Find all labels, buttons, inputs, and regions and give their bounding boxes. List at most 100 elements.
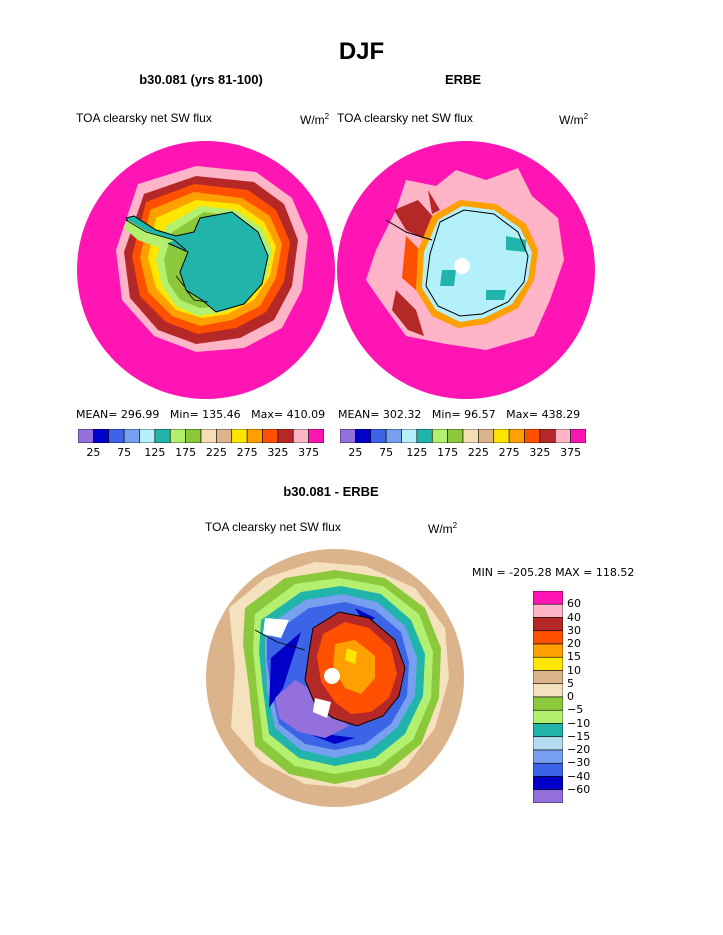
- diff-colorbar-swatch-6: [533, 670, 563, 685]
- diff-minmax: MIN = -205.28 MAX = 118.52: [472, 566, 635, 579]
- obs-colorbar-swatch-2: [370, 429, 387, 443]
- obs-colorbar-swatch-11: [508, 429, 525, 443]
- model-units: W/m2: [300, 112, 330, 127]
- diff-band-purple: [275, 680, 349, 738]
- obs-stats: MEAN= 302.32 Min= 96.57 Max= 438.29: [338, 408, 581, 421]
- obs-colorbar-tick-label: 225: [467, 446, 489, 459]
- obs-colorbar-swatch-1: [355, 429, 372, 443]
- diff-units: W/m2: [428, 521, 458, 536]
- diff-white-patches: [263, 618, 331, 718]
- obs-colorbar-swatch-3: [385, 429, 402, 443]
- obs-colorbar-swatch-14: [554, 429, 571, 443]
- model-colorbar-swatch-3: [123, 429, 140, 443]
- model-polar-map: [77, 141, 335, 399]
- diff-band-orange: [333, 640, 375, 694]
- diff-colorbar-tick-label: 15: [567, 650, 581, 664]
- obs-coastline: [385, 209, 529, 317]
- model-variable-label: TOA clearsky net SW flux: [76, 111, 212, 125]
- obs-colorbar-swatch-13: [539, 429, 556, 443]
- diff-colorbar-swatch-4: [533, 643, 563, 658]
- model-colorbar-tick-label: 225: [205, 446, 227, 459]
- diff-polar-map: [206, 549, 464, 807]
- obs-band-teal: [440, 236, 526, 300]
- diff-colorbar-swatch-14: [533, 776, 563, 791]
- obs-variable-label: TOA clearsky net SW flux: [337, 111, 473, 125]
- model-colorbar-swatch-6: [169, 429, 186, 443]
- diff-colorbar-tick-label: 10: [567, 663, 581, 677]
- diff-colorbar-swatch-11: [533, 736, 563, 751]
- obs-colorbar-tick-label: 325: [529, 446, 551, 459]
- model-colorbar-swatch-4: [139, 429, 156, 443]
- model-colorbar-tick-label: 125: [144, 446, 166, 459]
- diff-colorbar-swatch-9: [533, 709, 563, 724]
- obs-panel-title: ERBE: [444, 72, 482, 87]
- diff-colorbar-tick-label: −30: [567, 756, 591, 770]
- diff-colorbar-ticks: 60 40 30 20 15 10 5 0 −5 −10 −15 −20 −30 −40 −60: [567, 591, 627, 803]
- obs-polar-map: [337, 141, 595, 399]
- diff-band-yellow: [345, 648, 357, 664]
- diff-colorbar-swatch-12: [533, 749, 563, 764]
- diff-peninsula-outline: [254, 629, 306, 651]
- obs-colorbar-tick-label: 375: [560, 446, 582, 459]
- model-colorbar-tick-label: 375: [298, 446, 320, 459]
- obs-colorbar-swatch-5: [416, 429, 433, 443]
- obs-colorbar-tick-label: 175: [437, 446, 459, 459]
- model-colorbar-tick-label: 175: [175, 446, 197, 459]
- diff-colorbar-swatch-7: [533, 683, 563, 698]
- obs-colorbar-swatch-12: [524, 429, 541, 443]
- obs-units: W/m2: [559, 112, 589, 127]
- model-colorbar-swatch-1: [93, 429, 110, 443]
- obs-colorbar-swatch-6: [431, 429, 448, 443]
- diff-colorbar-tick-label: 30: [567, 623, 581, 637]
- diff-colorbar-tick-label: −60: [567, 782, 591, 796]
- diff-colorbar-swatch-8: [533, 696, 563, 711]
- diff-colorbar-swatch-0: [533, 591, 563, 605]
- diff-colorbar-tick-label: 20: [567, 637, 581, 650]
- model-stats: MEAN= 296.99 Min= 135.46 Max= 410.09: [76, 408, 326, 421]
- model-coastline-detail: [175, 275, 209, 303]
- model-colorbar-swatch-14: [292, 429, 309, 443]
- model-colorbar-tick-label: 275: [236, 446, 258, 459]
- diff-colorbar-tick-label: −15: [567, 729, 591, 743]
- diff-colorbar-tick-label: −5: [567, 703, 584, 717]
- diff-colorbar-tick-label: 40: [567, 610, 581, 624]
- diff-panel-title: b30.081 - ERBE: [283, 484, 379, 499]
- obs-colorbar-swatch-8: [462, 429, 479, 443]
- obs-pole-hole: [454, 258, 470, 274]
- diff-colorbar-swatch-3: [533, 630, 563, 645]
- obs-band-red: [402, 236, 420, 290]
- model-colorbar-swatch-10: [231, 429, 248, 443]
- diff-colorbar-swatch-2: [533, 617, 563, 632]
- model-colorbar-tick-label: 25: [86, 446, 101, 459]
- obs-colorbar-swatch-0: [340, 429, 356, 443]
- model-colorbar-swatch-13: [277, 429, 294, 443]
- diff-colorbar-tick-label: −40: [567, 769, 591, 783]
- model-colorbar-tick-label: 75: [117, 446, 132, 459]
- obs-colorbar-tick-label: 25: [348, 446, 363, 459]
- model-colorbar-swatch-0: [78, 429, 94, 443]
- obs-colorbar-tick-label: 125: [406, 446, 428, 459]
- diff-pole-hole: [324, 668, 340, 684]
- model-colorbar-swatch-8: [200, 429, 217, 443]
- model-colorbar-swatch-5: [154, 429, 171, 443]
- diff-colorbar-tick-label: 5: [567, 676, 574, 690]
- obs-colorbar-swatch-15: [570, 429, 586, 443]
- obs-colorbar-swatch-9: [478, 429, 495, 443]
- diff-colorbar-tick-label: −10: [567, 716, 591, 730]
- model-colorbar: [78, 429, 324, 443]
- model-colorbar-tick-label: 325: [267, 446, 289, 459]
- obs-colorbar-tick-label: 275: [498, 446, 520, 459]
- diff-colorbar-tick-label: −20: [567, 743, 591, 756]
- model-colorbar-swatch-7: [185, 429, 202, 443]
- diff-band-darkblue: [269, 608, 375, 744]
- diff-colorbar-swatch-5: [533, 656, 563, 671]
- diff-colorbar-tick-label: 60: [567, 597, 581, 611]
- diff-colorbar: [533, 591, 563, 803]
- diff-colorbar-tick-label: 0: [567, 690, 574, 703]
- diff-colorbar-swatch-10: [533, 723, 563, 738]
- model-colorbar-swatch-11: [246, 429, 263, 443]
- model-colorbar-swatch-2: [108, 429, 125, 443]
- obs-colorbar: [340, 429, 586, 443]
- model-colorbar-swatch-9: [216, 429, 233, 443]
